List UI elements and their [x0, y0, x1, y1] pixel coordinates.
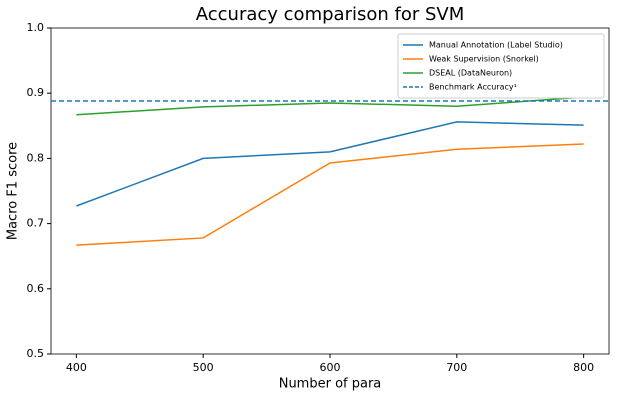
legend: Manual Annotation (Label Studio) Weak Sup…	[397, 33, 605, 99]
legend-box	[397, 33, 605, 99]
legend-label: DSEAL (DataNeuron)	[429, 69, 512, 78]
y-tick-label: 0.7	[27, 217, 45, 230]
x-tick-label: 600	[320, 361, 341, 374]
legend-label: Weak Supervision (Snorkel)	[429, 55, 539, 64]
x-tick-label: 700	[446, 361, 467, 374]
y-tick-label: 0.8	[27, 151, 45, 164]
x-tick-label: 400	[66, 361, 87, 374]
legend-label: Benchmark Accuracy¹	[429, 83, 517, 92]
x-tick-label: 500	[193, 361, 214, 374]
y-axis-label: Macro F1 score	[6, 142, 21, 240]
series-line	[76, 96, 584, 116]
x-axis-label: Number of para	[279, 377, 382, 392]
x-tick-label: 800	[573, 361, 594, 374]
chart-title: Accuracy comparison for SVM	[196, 4, 464, 25]
y-tick-label: 1.0	[27, 21, 45, 34]
series-line	[76, 143, 584, 246]
y-tick-label: 0.9	[27, 86, 45, 99]
legend-label: Manual Annotation (Label Studio)	[429, 41, 563, 50]
y-tick-label: 0.5	[27, 347, 45, 360]
y-tick-label: 0.6	[27, 282, 45, 295]
series-line	[76, 121, 584, 207]
